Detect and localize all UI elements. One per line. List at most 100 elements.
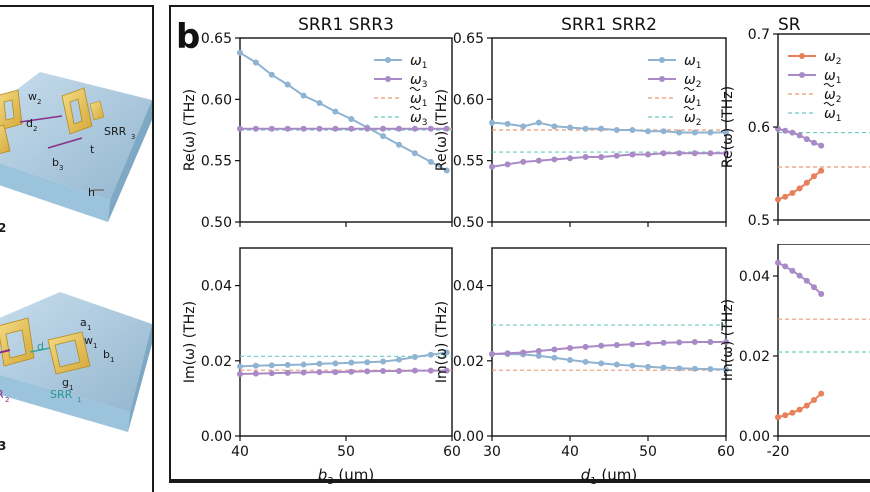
data-point <box>504 120 511 127</box>
legend-sub: 2 <box>696 80 702 90</box>
data-point <box>427 158 434 165</box>
y-tick-label: 0.60 <box>201 92 232 108</box>
data-point <box>364 359 371 366</box>
data-point <box>629 341 636 348</box>
data-point <box>660 339 667 346</box>
data-point <box>818 142 825 149</box>
data-point <box>489 163 495 170</box>
x-tick-label: 50 <box>337 444 355 460</box>
data-point <box>237 125 243 132</box>
y-tick-label: 0.65 <box>201 31 232 47</box>
data-point <box>237 363 243 370</box>
data-point <box>803 179 810 186</box>
data-point <box>796 185 803 192</box>
b3-arrow <box>47 137 83 149</box>
legend-marker <box>385 76 391 82</box>
x-axis-label: d1 (um) <box>581 466 638 487</box>
legend-sub: 1 <box>422 99 428 109</box>
data-point <box>613 152 620 159</box>
legend-sub: 3 <box>422 118 428 128</box>
legend-sub: 2 <box>696 118 702 128</box>
data-point <box>723 150 729 157</box>
data-point <box>551 123 558 130</box>
chart-bottom-1: 0.00 0.02 0.04 40 50 60 Im(ω) (THz) b3 (um) <box>182 247 461 487</box>
y-tick-label: 0.00 <box>739 429 770 445</box>
data-point <box>332 125 339 132</box>
label-w1-sub: 1 <box>93 342 97 350</box>
label-w-sub: 2 <box>37 98 41 106</box>
data-point <box>535 157 542 164</box>
data-point <box>252 362 259 369</box>
data-point <box>535 352 542 359</box>
srr-device-bottom <box>0 292 152 432</box>
data-point <box>723 129 729 136</box>
data-point <box>252 125 259 132</box>
panel-label: b <box>176 17 200 57</box>
data-point <box>660 150 667 157</box>
data-point <box>676 129 683 136</box>
legend-tilde <box>823 83 835 87</box>
data-point <box>520 158 527 165</box>
legend-label: ω1 <box>684 53 701 71</box>
data-point <box>707 366 714 373</box>
data-point <box>411 367 418 374</box>
data-point <box>427 351 434 358</box>
data-point <box>645 340 651 347</box>
y-tick-label: 0.65 <box>453 31 484 47</box>
legend-symbol: ω <box>824 87 836 103</box>
series-line <box>239 51 448 172</box>
data-point <box>803 402 810 409</box>
data-point <box>252 59 259 66</box>
data-point <box>332 360 339 367</box>
legend-marker <box>799 72 805 78</box>
data-point <box>551 156 558 163</box>
legend-label: ω2 <box>824 49 841 67</box>
plot-area <box>777 33 870 221</box>
y-tick-label: 0.04 <box>453 279 484 295</box>
data-point <box>551 354 558 361</box>
label-r2: R <box>0 388 4 401</box>
label-srr1-sub: 1 <box>77 396 81 404</box>
data-point <box>535 348 542 355</box>
legend-marker <box>799 53 805 59</box>
chart-title: SRR1 SRR3 <box>298 15 394 35</box>
panel-index-2: 2 <box>0 221 6 235</box>
x-tick-label: 40 <box>231 444 249 460</box>
x-axis-label-unit: (um) <box>334 466 375 484</box>
legend-label: ω1 <box>824 106 841 124</box>
data-point <box>796 132 803 139</box>
label-srr3: SRR <box>104 125 127 138</box>
data-point <box>504 161 511 168</box>
label-d-sub: 2 <box>33 125 37 133</box>
legend-tilde <box>409 87 421 91</box>
plots-frame <box>169 5 870 483</box>
plot-area <box>239 247 453 437</box>
data-point <box>316 125 323 132</box>
legend-sub: 1 <box>836 114 842 124</box>
data-point <box>723 366 729 373</box>
d2-arrow <box>19 115 63 123</box>
data-point <box>818 390 825 397</box>
legend-label: ω3 <box>410 110 427 128</box>
data-point <box>520 349 527 356</box>
data-point <box>348 125 355 132</box>
legend-symbol: ω <box>824 106 836 122</box>
label-h: h <box>88 186 95 199</box>
x-axis-label-unit: (um) <box>597 466 638 484</box>
label-d: d <box>26 117 33 130</box>
data-point <box>348 368 355 375</box>
data-point <box>645 128 651 135</box>
data-point <box>818 291 825 297</box>
chart-bottom-3: 0.00 0.02 0.04 -20 Im(ω) (THz) <box>720 244 870 460</box>
data-point <box>284 361 291 368</box>
x-tick-label: 30 <box>483 444 501 460</box>
data-point <box>396 141 402 148</box>
data-point <box>707 150 714 157</box>
data-point <box>598 125 605 132</box>
data-point <box>268 370 275 377</box>
x-tick-label: 40 <box>561 444 579 460</box>
data-point <box>520 123 527 130</box>
y-tick-label: 0.55 <box>201 154 232 170</box>
